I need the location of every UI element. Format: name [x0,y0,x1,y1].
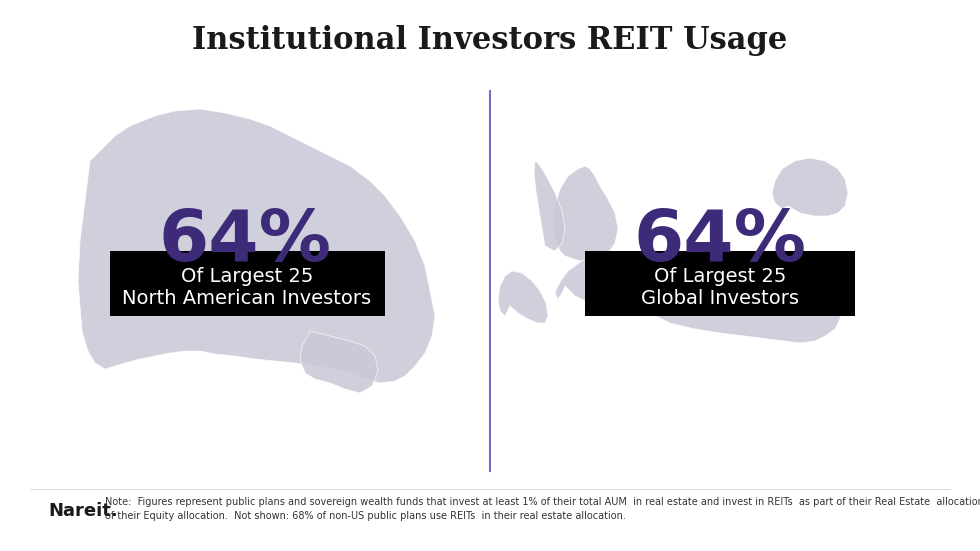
Text: Global Investors: Global Investors [641,289,799,309]
Text: Of Largest 25: Of Largest 25 [654,267,786,285]
Polygon shape [78,109,435,383]
Text: Of Largest 25: Of Largest 25 [181,267,314,285]
Polygon shape [555,253,620,303]
Text: North American Investors: North American Investors [122,289,371,309]
Polygon shape [300,331,378,393]
Text: Institutional Investors REIT Usage: Institutional Investors REIT Usage [192,25,788,57]
Polygon shape [534,161,565,251]
Polygon shape [598,263,842,343]
Text: 64%: 64% [633,207,807,276]
FancyBboxPatch shape [585,251,855,316]
Text: Nareit.: Nareit. [48,502,118,520]
Polygon shape [498,271,548,323]
FancyBboxPatch shape [110,251,385,316]
Polygon shape [552,166,618,261]
Text: 64%: 64% [159,207,331,276]
Text: Note:  Figures represent public plans and sovereign wealth funds that invest at : Note: Figures represent public plans and… [105,497,980,521]
Polygon shape [772,158,848,216]
